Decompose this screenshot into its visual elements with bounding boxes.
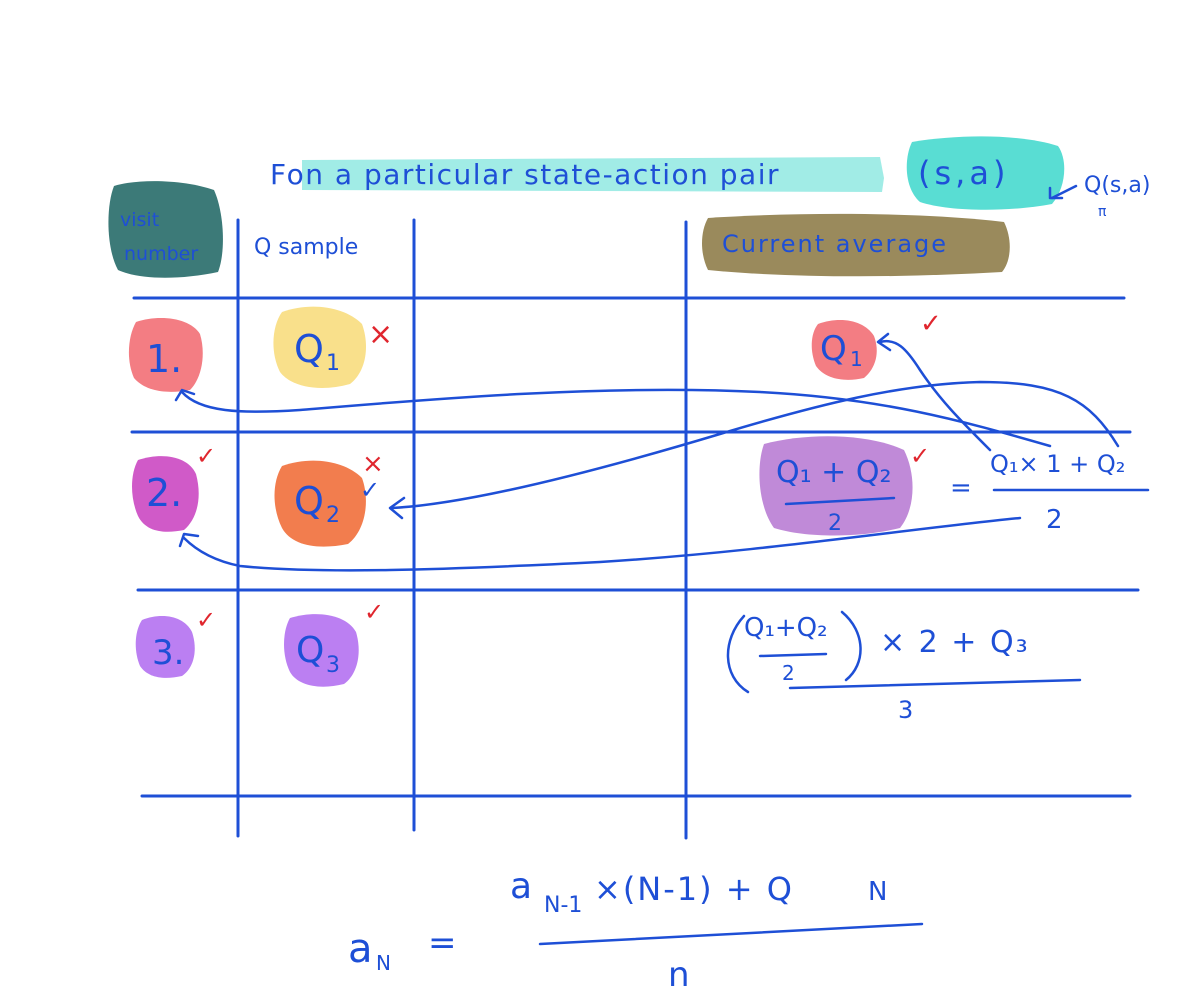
row3-right-paren xyxy=(840,610,862,682)
visit-3-check-mark: ✓ xyxy=(196,606,216,634)
fracbar-row3-inner xyxy=(758,652,828,658)
title-highlight xyxy=(302,157,884,192)
arrow-formula-to-avg1 xyxy=(878,339,992,452)
average-2-numerator: Q₁ + Q₂ xyxy=(776,455,892,490)
avg-2-highlight xyxy=(759,436,913,536)
average-3-inner-numerator: Q₁+Q₂ xyxy=(744,613,828,643)
q-pi-label: Q(s,a) xyxy=(1084,173,1150,198)
highlights xyxy=(108,136,1065,687)
page-title: Fon a particular state-action pair xyxy=(270,158,780,191)
alt-denominator: 2 xyxy=(1046,505,1063,535)
sample-2-highlight xyxy=(274,460,366,547)
q-sample-header: Q sample xyxy=(254,235,358,260)
formula-numerator-subscript: N-1 xyxy=(544,893,582,918)
sample-2-cross-mark: × xyxy=(362,449,384,479)
visit-3: 3. xyxy=(152,633,184,673)
visit-1-highlight xyxy=(128,318,203,392)
header-row: visit number Q sample Current average xyxy=(120,209,948,265)
arrow-avg2-to-visit2 xyxy=(182,516,1022,572)
sample-2: Q xyxy=(294,479,324,523)
average-3-denominator: 3 xyxy=(898,696,913,724)
sample-2-subscript: 2 xyxy=(326,503,340,528)
fracbar-formula xyxy=(538,922,924,946)
average-1-subscript: 1 xyxy=(850,347,863,371)
sample-1-subscript: 1 xyxy=(326,351,340,376)
average-2-denominator: 2 xyxy=(828,511,842,536)
table-row-2: 2. ✓ Q 2 × ✓ Q₁ + Q₂ 2 ✓ = Q₁× 1 + Q₂ 2 xyxy=(146,442,1125,536)
visit-2: 2. xyxy=(146,471,182,515)
visit-header-highlight xyxy=(108,181,223,278)
current-average-header: Current average xyxy=(722,230,948,258)
table-row-1: 1. Q 1 × Q 1 ✓ xyxy=(146,309,942,381)
arrowhead-visit1 xyxy=(174,388,196,402)
sample-1-cross-mark: × xyxy=(368,317,393,352)
incremental-mean-formula: a N = a N-1 ×(N-1) + Q N n xyxy=(348,866,887,989)
average-1-check-mark: ✓ xyxy=(920,309,942,339)
sample-3-subscript: 3 xyxy=(326,653,340,678)
formula-numerator-rest: ×(N-1) + Q xyxy=(594,870,794,908)
formula-numerator-a: a xyxy=(510,866,532,907)
visit-1: 1. xyxy=(146,337,182,381)
row3-left-paren xyxy=(726,614,750,694)
average-1: Q xyxy=(820,329,847,369)
table-grid xyxy=(130,218,1140,840)
sample-1-highlight xyxy=(273,306,366,388)
state-action-pair: (s,a) xyxy=(918,154,1009,192)
fracbar-row3-outer xyxy=(788,678,1082,690)
formula-q-subscript: N xyxy=(868,877,887,907)
formula-lhs: a xyxy=(348,926,373,972)
visit-3-highlight xyxy=(135,616,195,678)
arrowhead-visit2 xyxy=(178,532,200,548)
arrowhead-sample2 xyxy=(388,496,406,520)
formula-denominator: n xyxy=(668,955,690,989)
average-2-equals: = xyxy=(950,473,972,503)
alt-numerator: Q₁× 1 + Q₂ xyxy=(990,450,1125,478)
table-row-3: 3. ✓ Q 3 ✓ Q₁+Q₂ 2 × 2 + Q₃ 3 xyxy=(152,598,1030,724)
sample-2-check-mark: ✓ xyxy=(360,476,380,504)
sample-1: Q xyxy=(294,327,324,371)
arrows xyxy=(174,184,1150,946)
avg-1-highlight xyxy=(811,320,877,380)
q-pi-subscript: π xyxy=(1098,204,1107,220)
visit-2-highlight xyxy=(132,456,199,532)
sample-3-highlight xyxy=(284,614,359,687)
pair-highlight xyxy=(906,136,1065,210)
arrowhead-qpi xyxy=(1048,186,1064,200)
sample-3: Q xyxy=(296,630,324,671)
arrowhead-avg1 xyxy=(876,332,892,352)
sample-3-check-mark: ✓ xyxy=(364,598,384,626)
formula-equals: = xyxy=(428,923,457,963)
average-3-inner-denominator: 2 xyxy=(782,661,795,685)
average-2-check-mark: ✓ xyxy=(910,442,930,470)
visit-number-header-line2: number xyxy=(124,243,198,265)
fracbar-row2-avg xyxy=(784,496,896,506)
arrow-q2-to-sample2 xyxy=(390,380,1120,510)
formula-lhs-subscript: N xyxy=(376,951,391,975)
title-group: Fon a particular state-action pair (s,a)… xyxy=(270,154,1150,220)
average-header-highlight xyxy=(702,213,1010,277)
arrow-avg1-to-visit1 xyxy=(180,388,1052,448)
visit-number-header-line1: visit xyxy=(120,209,159,231)
arrow-qpi xyxy=(1050,184,1078,200)
average-3-rest: × 2 + Q₃ xyxy=(880,625,1030,660)
visit-2-check-mark: ✓ xyxy=(196,442,216,470)
